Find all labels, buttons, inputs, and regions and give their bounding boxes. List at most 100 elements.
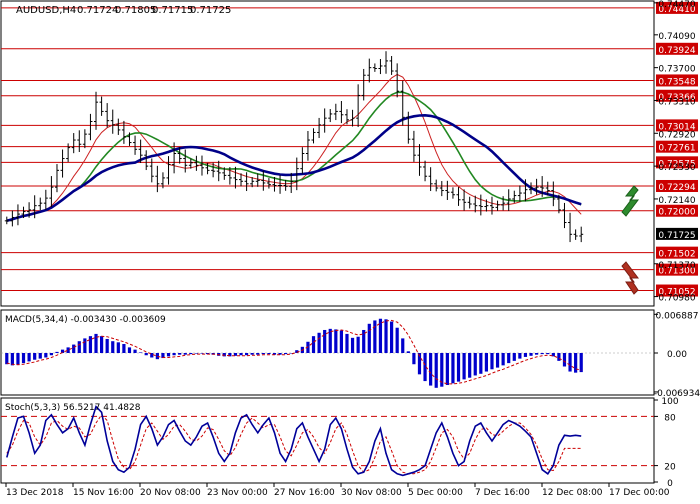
macd-bar [94,333,98,353]
macd-bar [395,327,399,353]
x-tick-label: 20 Nov 08:00 [140,488,201,498]
macd-bar [133,349,137,353]
arrow-down-icon [621,261,639,295]
y-tick-label: 0.73700 [658,65,695,75]
macd-bar [345,333,349,353]
macd-bar [284,353,288,355]
macd-bar [44,353,48,358]
macd-y-tick-label: -0.006934 [654,389,700,399]
level-badge [656,179,698,192]
macd-bar [111,341,115,353]
macd-bar [306,341,310,353]
x-tick-label: 7 Dec 16:00 [475,488,530,498]
macd-bar [66,347,70,353]
y-tick-label: 0.71370 [658,261,695,271]
ma-mid-line [6,91,582,222]
level-value: 0.73548 [658,77,695,87]
macd-bar [334,329,338,353]
macd-bar [233,353,238,356]
macd-bar [540,353,544,355]
macd-bar [534,353,539,355]
macd-bar [501,353,505,366]
macd-bar [406,351,410,353]
ma-fast-line [6,73,582,222]
y-tick-label: 0.72920 [658,130,695,140]
macd-bar [412,353,416,365]
macd-bar [83,338,87,353]
stoch-y-tick-label: 0 [667,479,673,489]
level-value: 0.74410 [658,5,695,15]
macd-bar [317,332,321,353]
level-value: 0.71052 [658,288,695,298]
level-value: 0.72761 [658,144,695,154]
y-tick-label: 0.74090 [658,32,695,42]
macd-bar [38,353,42,359]
macd-bar [350,337,355,353]
level-badge [656,156,698,169]
macd-bar [139,352,143,353]
macd-bar [267,353,271,355]
current-price-badge [656,227,698,240]
level-value: 0.73014 [658,122,695,132]
macd-bar [77,341,81,353]
macd-bar [518,353,522,359]
level-badge [656,74,698,87]
macd-bar [33,353,37,360]
x-tick-label: 23 Nov 00:00 [207,488,268,498]
chart-header: AUDUSD,H4 0.71724 0.71805 0.71715 0.7172… [5,5,231,413]
macd-bar [99,336,104,353]
macd-bar [417,353,422,375]
macd-bar [429,353,433,386]
price-panel [0,0,655,307]
macd-bar [451,353,455,384]
stoch-main-line [6,405,582,477]
x-tick-label: 5 Dec 00:00 [408,488,463,498]
level-badge [656,89,698,102]
level-badge [656,204,698,217]
level-value: 0.72294 [658,183,695,193]
arrow-up-icon [621,185,639,217]
high-value: 0.71805 [115,5,156,16]
y-tick-label: 0.73310 [658,97,695,107]
low-value: 0.71715 [152,5,193,16]
macd-bar [562,353,567,367]
y-tick-label: 0.72140 [658,196,695,206]
macd-label: MACD(5,34,4) -0.003430 -0.003609 [5,315,166,325]
level-value: 0.72575 [658,159,695,169]
macd-y-tick-label: 0.00 [667,350,687,360]
macd-bar [468,353,472,378]
macd-bar [49,353,54,356]
macd-bar [356,336,360,353]
macd-bar [256,353,260,355]
level-value: 0.71502 [658,250,695,260]
x-tick-label: 27 Nov 16:00 [274,488,335,498]
macd-bar [261,353,265,355]
macd-bar [5,353,9,365]
macd-bar [27,353,31,362]
macd-bar [172,353,176,356]
x-tick-label: 13 Dec 2018 [6,488,64,498]
macd-bar [122,344,126,353]
stoch-panel [0,397,655,484]
macd-bar [189,353,193,355]
macd-signal-line [6,319,582,385]
macd-bar [278,353,282,355]
level-badge [656,1,698,14]
macd-bar [551,353,555,357]
macd-bar [205,353,210,355]
macd-bar [574,353,578,373]
macd-bar [456,353,461,382]
y-tick-label: 0.72530 [658,163,695,173]
stoch-label: Stoch(5,3,3) 56.5217 41.4828 [5,403,141,413]
macd-bar [194,353,199,354]
macd-bar [88,336,93,353]
stoch-y-tick-label: 20 [664,463,676,473]
macd-bar [222,353,226,357]
level-value: 0.72000 [658,208,695,218]
macd-bar [378,318,383,353]
macd-bar [479,353,483,374]
macd-bar [546,353,550,355]
macd-bar [440,353,444,387]
macd-bar [228,353,232,357]
level-value: 0.73366 [658,93,695,103]
